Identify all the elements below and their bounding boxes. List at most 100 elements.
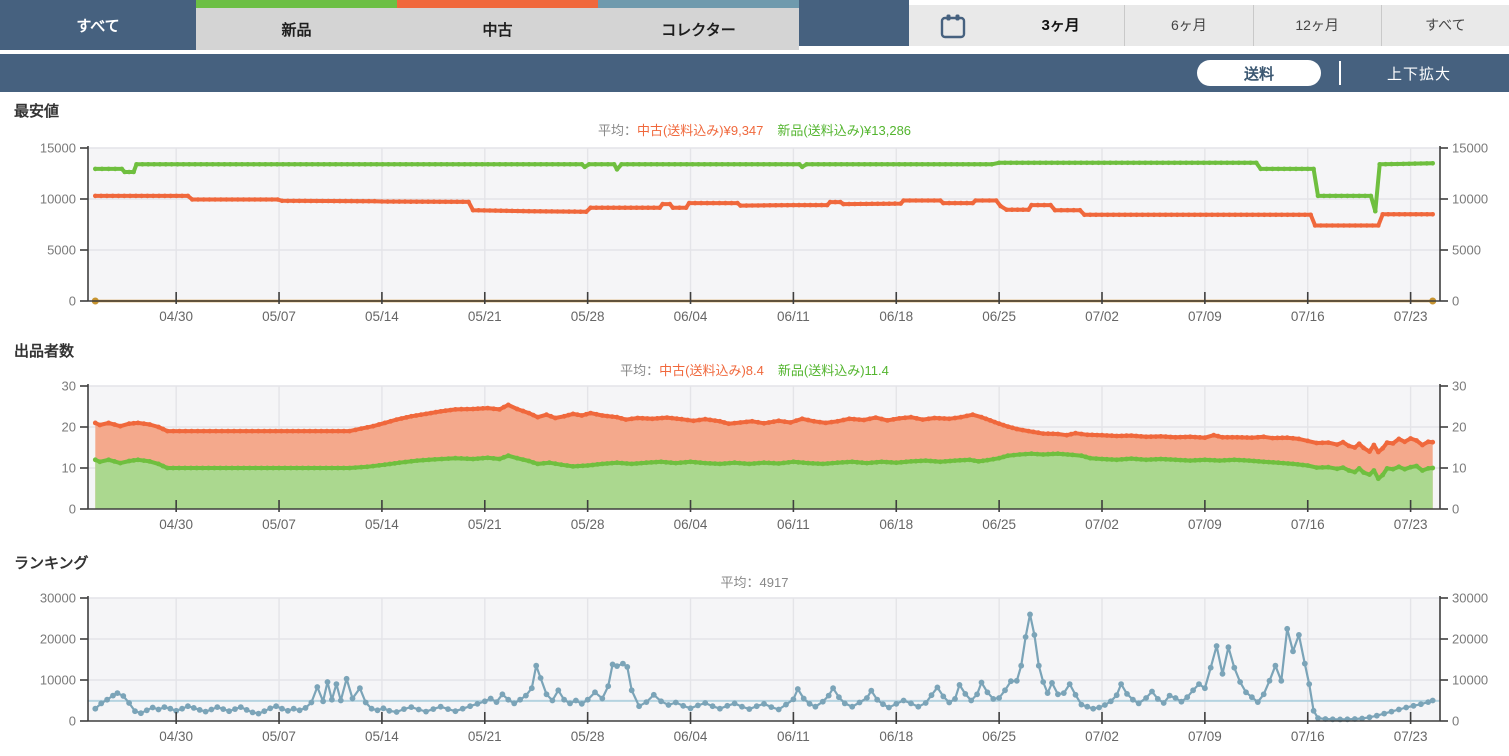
- svg-text:07/16: 07/16: [1291, 309, 1325, 324]
- period-option-all[interactable]: すべて: [1380, 5, 1509, 46]
- svg-text:07/09: 07/09: [1188, 517, 1222, 532]
- average-prefix-label: 平均：: [620, 363, 660, 378]
- svg-text:05/21: 05/21: [468, 309, 502, 324]
- condition-tab-bar: すべて 新品 中古 コレクター 3ヶ月 6ヶ月 12ヶ月: [0, 0, 1509, 50]
- tab-new[interactable]: 新品: [196, 0, 397, 50]
- svg-text:07/23: 07/23: [1394, 309, 1428, 324]
- svg-text:05/14: 05/14: [365, 729, 399, 744]
- svg-text:30: 30: [62, 380, 76, 394]
- average-prefix-label: 平均：: [597, 123, 637, 138]
- average-used-price: 中古(送料込み)¥9,347: [636, 123, 764, 138]
- period-option-12m[interactable]: 12ヶ月: [1252, 5, 1381, 46]
- svg-text:10000: 10000: [40, 192, 76, 207]
- svg-text:10000: 10000: [1452, 192, 1488, 207]
- svg-text:06/25: 06/25: [982, 517, 1016, 532]
- tab-used-label: 中古: [482, 21, 513, 39]
- period-option-6m[interactable]: 6ヶ月: [1124, 5, 1252, 46]
- average-used-sellers: 中古(送料込み)8.4: [659, 363, 764, 378]
- svg-text:20000: 20000: [1452, 632, 1488, 647]
- svg-text:5000: 5000: [1452, 243, 1481, 258]
- svg-text:06/18: 06/18: [879, 517, 913, 532]
- svg-text:0: 0: [1452, 294, 1459, 309]
- svg-text:30000: 30000: [1452, 592, 1488, 606]
- price-chart-average: 平均：中古(送料込み)¥9,347 新品(送料込み)¥13,286: [0, 122, 1509, 140]
- shipping-toggle-button[interactable]: 送料: [1197, 60, 1321, 86]
- average-new-sellers: 新品(送料込み)11.4: [777, 363, 889, 378]
- svg-text:04/30: 04/30: [159, 729, 193, 744]
- average-prefix-label: 平均：: [720, 575, 760, 590]
- svg-text:06/04: 06/04: [674, 309, 708, 324]
- svg-text:10000: 10000: [1452, 673, 1488, 688]
- svg-text:07/09: 07/09: [1188, 729, 1222, 744]
- chart-toolbar: 送料 上下拡大: [0, 54, 1509, 92]
- tab-collector[interactable]: コレクター: [598, 0, 799, 50]
- toolbar-divider: [1339, 61, 1341, 85]
- svg-text:07/09: 07/09: [1188, 309, 1222, 324]
- svg-text:06/18: 06/18: [879, 309, 913, 324]
- header-spacer: [799, 0, 909, 50]
- tab-used[interactable]: 中古: [397, 0, 598, 50]
- svg-text:0: 0: [69, 714, 76, 729]
- svg-text:06/25: 06/25: [982, 309, 1016, 324]
- tab-new-color-strip: [196, 0, 397, 8]
- svg-text:07/02: 07/02: [1085, 729, 1119, 744]
- svg-text:05/28: 05/28: [571, 309, 605, 324]
- svg-text:06/25: 06/25: [982, 729, 1016, 744]
- sellers-chart-section: 出品者数 平均：中古(送料込み)8.4 新品(送料込み)11.4 0 0 10 10 20…: [0, 342, 1509, 544]
- svg-text:05/07: 05/07: [262, 729, 296, 744]
- svg-text:30: 30: [1452, 380, 1466, 394]
- sellers-chart-average: 平均：中古(送料込み)8.4 新品(送料込み)11.4: [0, 362, 1509, 380]
- svg-text:10000: 10000: [40, 673, 76, 688]
- ranking-chart-average: 平均：4917: [0, 574, 1509, 592]
- svg-text:30000: 30000: [40, 592, 76, 606]
- svg-text:07/02: 07/02: [1085, 309, 1119, 324]
- svg-text:15000: 15000: [40, 141, 76, 156]
- svg-text:10: 10: [62, 461, 76, 476]
- svg-text:06/04: 06/04: [674, 729, 708, 744]
- svg-text:15000: 15000: [1452, 141, 1488, 156]
- svg-text:04/30: 04/30: [159, 309, 193, 324]
- price-chart-title: 最安値: [14, 103, 60, 120]
- header: すべて 新品 中古 コレクター 3ヶ月 6ヶ月 12ヶ月: [0, 0, 1509, 92]
- svg-text:05/07: 05/07: [262, 309, 296, 324]
- svg-text:0: 0: [1452, 714, 1459, 729]
- svg-text:20: 20: [1452, 420, 1466, 435]
- period-selector-bar: 3ヶ月 6ヶ月 12ヶ月 すべて: [909, 5, 1509, 46]
- ranking-chart-canvas[interactable]: 0 0 10000 10000 20000 20000 30000 30000 04/30 05/…: [0, 592, 1509, 756]
- svg-text:0: 0: [69, 502, 76, 517]
- svg-text:06/04: 06/04: [674, 517, 708, 532]
- svg-text:10: 10: [1452, 461, 1466, 476]
- svg-text:06/18: 06/18: [879, 729, 913, 744]
- svg-text:0: 0: [1452, 502, 1459, 517]
- price-chart-canvas[interactable]: 0 0 5000 5000 10000 10000 15000 15000 04/30 05/07…: [0, 140, 1509, 332]
- svg-text:05/28: 05/28: [571, 729, 605, 744]
- tab-all[interactable]: すべて: [0, 0, 196, 50]
- vertical-expand-button[interactable]: 上下拡大: [1359, 62, 1479, 85]
- period-option-3m[interactable]: 3ヶ月: [1041, 17, 1080, 34]
- tab-used-color-strip: [397, 0, 598, 8]
- svg-text:5000: 5000: [47, 243, 76, 258]
- svg-text:07/23: 07/23: [1394, 729, 1428, 744]
- svg-text:20000: 20000: [40, 632, 76, 647]
- svg-text:0: 0: [69, 294, 76, 309]
- svg-text:05/21: 05/21: [468, 517, 502, 532]
- svg-text:06/11: 06/11: [777, 517, 810, 532]
- sellers-chart-title: 出品者数: [14, 343, 75, 360]
- tab-collector-color-strip: [598, 0, 799, 8]
- ranking-chart-title: ランキング: [14, 555, 89, 572]
- average-new-price: 新品(送料込み)¥13,286: [777, 123, 912, 138]
- svg-text:06/11: 06/11: [777, 729, 810, 744]
- svg-text:07/16: 07/16: [1291, 517, 1325, 532]
- svg-text:05/07: 05/07: [262, 517, 296, 532]
- svg-text:05/28: 05/28: [571, 517, 605, 532]
- svg-text:20: 20: [62, 420, 76, 435]
- svg-text:05/14: 05/14: [365, 309, 399, 324]
- svg-text:07/23: 07/23: [1394, 517, 1428, 532]
- sellers-chart-canvas[interactable]: 0 0 10 10 20 20 30 30 04/30 05/07 05/14 05/21 05/28 0…: [0, 380, 1509, 544]
- svg-text:07/02: 07/02: [1085, 517, 1119, 532]
- svg-text:04/30: 04/30: [159, 517, 193, 532]
- svg-text:06/11: 06/11: [777, 309, 810, 324]
- ranking-chart-section: ランキング 平均：4917 0 0 10000 10000 20000 20000 3000…: [0, 554, 1509, 756]
- average-ranking-value: 4917: [759, 575, 789, 590]
- svg-text:05/21: 05/21: [468, 729, 502, 744]
